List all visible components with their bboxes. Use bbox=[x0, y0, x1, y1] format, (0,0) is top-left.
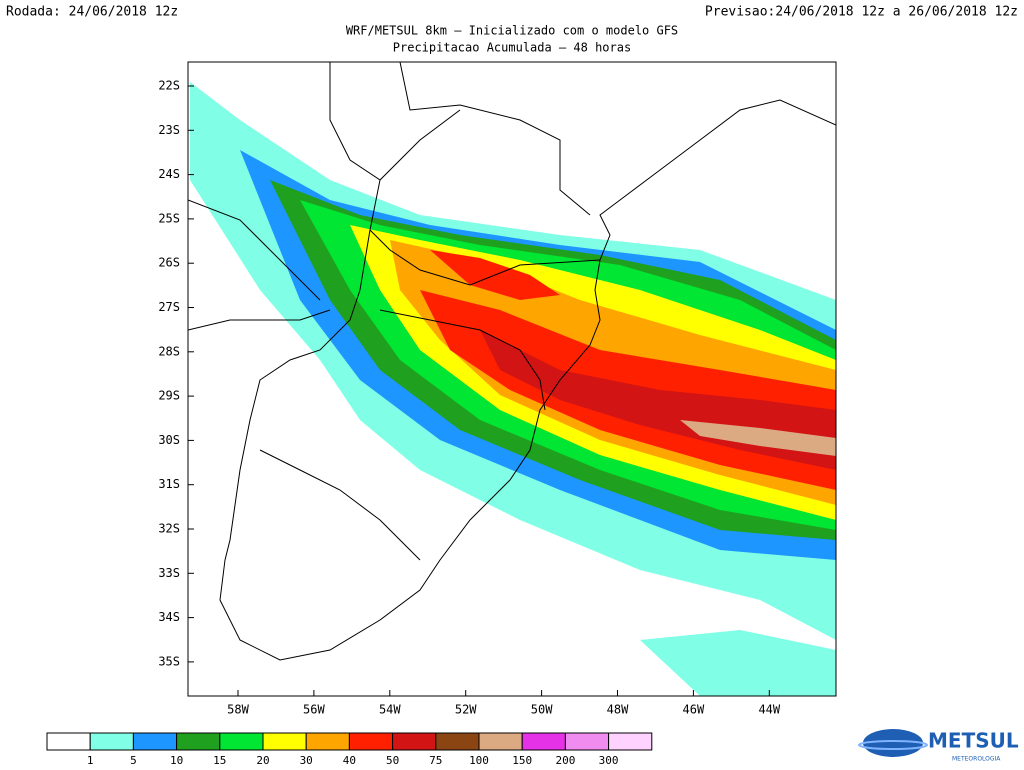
logo-ring bbox=[858, 740, 928, 750]
map-frame bbox=[187, 61, 837, 697]
colorbar-box bbox=[564, 732, 610, 751]
lon-label: 56W bbox=[303, 703, 325, 717]
border bbox=[379, 62, 591, 216]
lat-label: 22S bbox=[158, 79, 180, 93]
forecast-label: Previsao:24/06/2018 12z a 26/06/2018 12z bbox=[705, 5, 1018, 20]
colorbar-box bbox=[89, 732, 134, 751]
logo-name: METSUL bbox=[928, 729, 1019, 753]
colorbar-label: 10 bbox=[170, 754, 183, 767]
logo-tagline: METEOROLOGIA bbox=[952, 756, 1001, 763]
precip-area bbox=[680, 420, 836, 456]
lon-label: 48W bbox=[607, 703, 629, 717]
colorbar-box bbox=[176, 732, 221, 751]
lat-label: 28S bbox=[158, 344, 180, 358]
colorbar-box bbox=[435, 732, 480, 751]
colorbar-box bbox=[219, 732, 264, 751]
colorbar-box bbox=[262, 732, 307, 751]
colorbar-box bbox=[392, 732, 437, 751]
lon-label: 44W bbox=[758, 703, 780, 717]
lat-label: 32S bbox=[158, 522, 180, 536]
colorbar-label: 300 bbox=[599, 754, 619, 767]
lat-label: 26S bbox=[158, 256, 180, 270]
run-label: Rodada: 24/06/2018 12z bbox=[6, 5, 178, 20]
lat-label: 23S bbox=[158, 123, 180, 137]
lat-label: 31S bbox=[158, 477, 180, 491]
colorbar-box bbox=[305, 732, 350, 751]
axis-labels: 22S 23S 24S 25S 26S 27S 28S 29S 30S 31S 32S 33S 34S 3… bbox=[158, 79, 781, 717]
title: WRF/METSUL 8km – Inicializado com o mode… bbox=[346, 24, 678, 38]
logo-globe bbox=[863, 729, 923, 757]
colorbar-box bbox=[348, 732, 394, 751]
lon-label: 54W bbox=[379, 703, 401, 717]
lat-label: 30S bbox=[158, 433, 180, 447]
colorbar-label: 5 bbox=[130, 754, 137, 767]
coastline bbox=[219, 99, 836, 661]
lat-label: 33S bbox=[158, 566, 180, 580]
lon-label: 52W bbox=[455, 703, 477, 717]
lon-label: 50W bbox=[531, 703, 553, 717]
lat-label: 35S bbox=[158, 654, 180, 668]
colorbar-label: 20 bbox=[256, 754, 269, 767]
precip-area bbox=[640, 630, 836, 696]
colorbar-label: 150 bbox=[512, 754, 532, 767]
lat-label: 34S bbox=[158, 610, 180, 624]
colorbar-label: 40 bbox=[343, 754, 356, 767]
colorbar-label: 50 bbox=[386, 754, 399, 767]
colorbar-label: 75 bbox=[429, 754, 442, 767]
lon-label: 58W bbox=[227, 703, 249, 717]
colorbar-box bbox=[478, 732, 523, 751]
subtitle: Precipitacao Acumulada – 48 horas bbox=[393, 41, 631, 55]
map bbox=[188, 62, 836, 696]
logo: METSUL METEOROLOGIA bbox=[858, 729, 1019, 763]
colorbar-box bbox=[132, 732, 178, 751]
colorbar-label: 100 bbox=[469, 754, 489, 767]
colorbar-label: 200 bbox=[555, 754, 575, 767]
colorbar-box bbox=[46, 732, 91, 751]
lat-label: 25S bbox=[158, 211, 180, 225]
colorbar-label: 30 bbox=[300, 754, 313, 767]
colorbar-label: 15 bbox=[213, 754, 226, 767]
lat-label: 24S bbox=[158, 167, 180, 181]
colorbar-box bbox=[608, 732, 653, 751]
lon-label: 46W bbox=[683, 703, 705, 717]
border bbox=[188, 199, 331, 331]
colorbar-label: 1 bbox=[87, 754, 94, 767]
state-border bbox=[259, 229, 601, 561]
border bbox=[224, 62, 381, 561]
lat-label: 27S bbox=[158, 300, 180, 314]
colorbar-box bbox=[521, 732, 566, 751]
lat-label: 29S bbox=[158, 389, 180, 403]
colorbar: 1 5 10 15 20 30 40 50 75 100 150 200 300 bbox=[46, 732, 653, 767]
